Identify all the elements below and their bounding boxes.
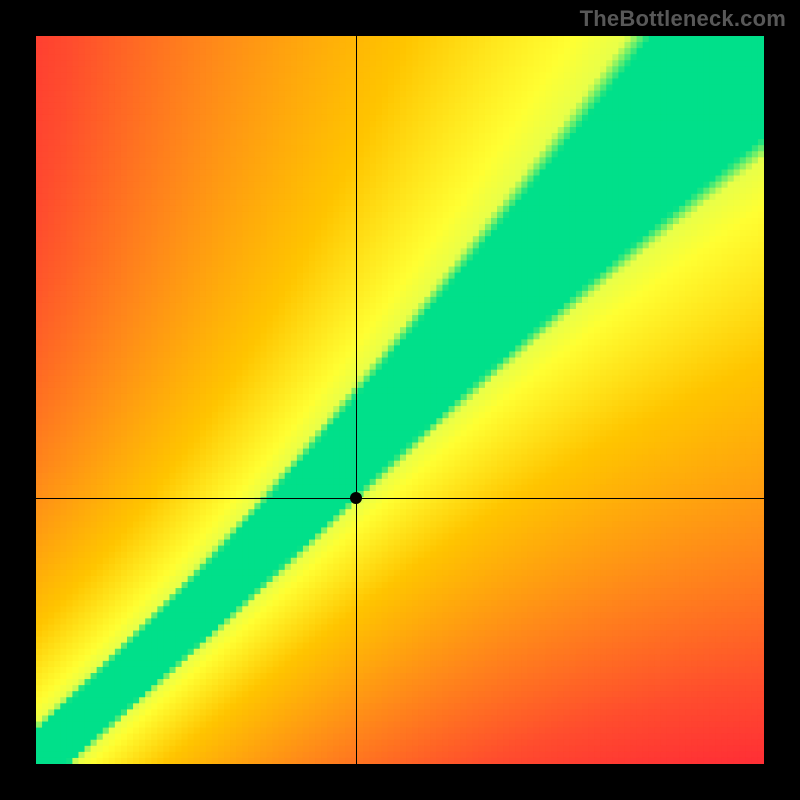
watermark-text: TheBottleneck.com	[580, 6, 786, 32]
heatmap-canvas	[36, 36, 764, 764]
chart-frame: TheBottleneck.com	[0, 0, 800, 800]
plot-area	[36, 36, 764, 764]
